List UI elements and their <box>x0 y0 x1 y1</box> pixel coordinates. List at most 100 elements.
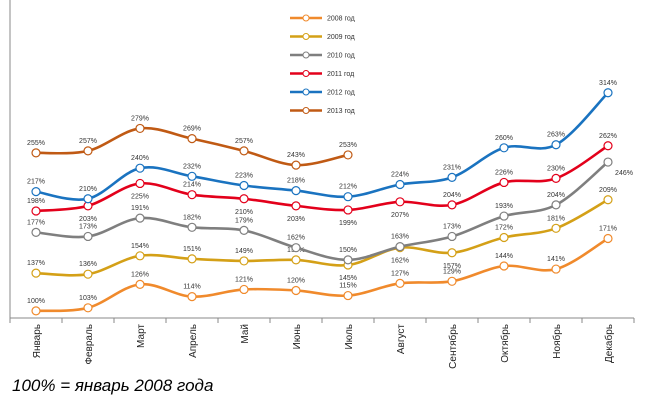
x-tick-label: Июнь <box>292 324 303 349</box>
data-point <box>551 264 561 274</box>
data-point <box>239 146 249 156</box>
data-point <box>31 148 41 158</box>
data-label: 203% <box>287 216 305 223</box>
data-point <box>31 206 41 216</box>
x-tick-label: Февраль <box>84 324 95 365</box>
data-label: 226% <box>495 169 513 176</box>
data-point <box>135 279 145 289</box>
x-tick-label: Апрель <box>188 324 199 358</box>
x-tick-label: Сентябрь <box>447 324 459 369</box>
data-label: 262% <box>599 133 617 140</box>
data-label: 253% <box>339 142 357 149</box>
data-point <box>291 201 301 211</box>
data-label: 179% <box>235 217 253 224</box>
data-label: 136% <box>79 261 97 268</box>
data-label: 232% <box>183 163 201 170</box>
data-label: 177% <box>27 219 45 226</box>
line-chart: Январь Февраль Март Апрель Май Июнь Июль Август… <box>9 0 635 369</box>
data-point <box>551 223 561 233</box>
data-point <box>343 205 353 215</box>
data-label: 257% <box>235 138 253 145</box>
data-point <box>187 291 197 302</box>
series-line-2008 <box>35 237 609 313</box>
data-point <box>135 163 145 173</box>
data-label: 210% <box>235 209 253 216</box>
data-point <box>187 134 197 144</box>
data-label: 154% <box>131 243 149 250</box>
legend-marker <box>302 51 310 59</box>
x-tick-label: Март <box>136 324 147 348</box>
data-label: 172% <box>495 224 513 231</box>
data-label: 218% <box>287 178 305 185</box>
data-label: 157% <box>443 263 461 270</box>
data-point <box>291 160 301 170</box>
legend-marker <box>302 14 310 22</box>
data-point <box>499 143 509 153</box>
data-point <box>135 251 145 261</box>
data-point <box>447 276 457 286</box>
data-point <box>603 233 613 244</box>
data-label: 129% <box>443 268 461 275</box>
data-label: 212% <box>339 184 357 191</box>
data-point <box>31 227 41 237</box>
series-line-2013 <box>35 126 349 167</box>
data-point <box>447 231 457 242</box>
data-point <box>239 180 249 191</box>
data-point <box>447 200 457 210</box>
data-label: 114% <box>183 284 200 291</box>
legend-marker <box>302 33 310 40</box>
data-point <box>291 255 301 265</box>
data-label: 204% <box>443 192 461 199</box>
data-label: 203% <box>79 216 97 223</box>
data-label: 191% <box>131 205 149 212</box>
data-point <box>187 254 197 264</box>
data-point <box>83 303 93 313</box>
data-point <box>499 211 509 221</box>
data-label: 151% <box>183 246 201 253</box>
data-label: 243% <box>287 152 305 159</box>
data-label: 314% <box>599 80 617 87</box>
data-label: 173% <box>443 223 461 230</box>
legend-label: 2011 год <box>327 71 354 78</box>
data-point <box>239 225 249 235</box>
data-point <box>31 268 41 278</box>
data-point <box>31 187 41 197</box>
data-label: 217% <box>27 179 45 186</box>
data-point <box>83 269 93 279</box>
data-label: 209% <box>599 187 617 194</box>
data-label: 225% <box>131 193 149 200</box>
data-point <box>395 179 405 190</box>
data-label: 126% <box>131 271 149 278</box>
legend-label: 2009 год <box>327 34 355 41</box>
data-label: 141% <box>547 256 565 263</box>
x-tick-label: Январь <box>32 324 43 358</box>
data-label: 204% <box>547 192 565 199</box>
data-label: 257% <box>79 138 97 145</box>
data-point <box>603 141 613 151</box>
data-point <box>83 231 93 242</box>
data-label: 182% <box>183 214 201 221</box>
data-point <box>551 140 561 150</box>
data-point <box>187 222 197 232</box>
data-label: 240% <box>131 155 149 162</box>
data-label: 149% <box>235 248 253 255</box>
data-label: 137% <box>27 260 45 267</box>
data-point <box>343 255 353 265</box>
data-label: 163% <box>391 234 409 241</box>
data-point <box>343 150 353 160</box>
data-label: 231% <box>443 164 461 171</box>
x-tick-label: Декабрь <box>603 324 615 363</box>
data-point <box>291 243 301 253</box>
data-label: 127% <box>391 270 409 277</box>
data-point <box>603 88 613 98</box>
x-tick-label: Август <box>396 324 407 355</box>
data-point <box>31 306 41 316</box>
data-label: 171% <box>599 226 617 233</box>
legend-label: 2008 год <box>327 16 355 23</box>
data-point <box>343 290 353 301</box>
data-point <box>239 256 249 266</box>
data-label: 223% <box>235 173 253 180</box>
data-label: 162% <box>391 258 409 265</box>
data-point <box>291 285 301 296</box>
data-label: 115% <box>339 283 356 290</box>
